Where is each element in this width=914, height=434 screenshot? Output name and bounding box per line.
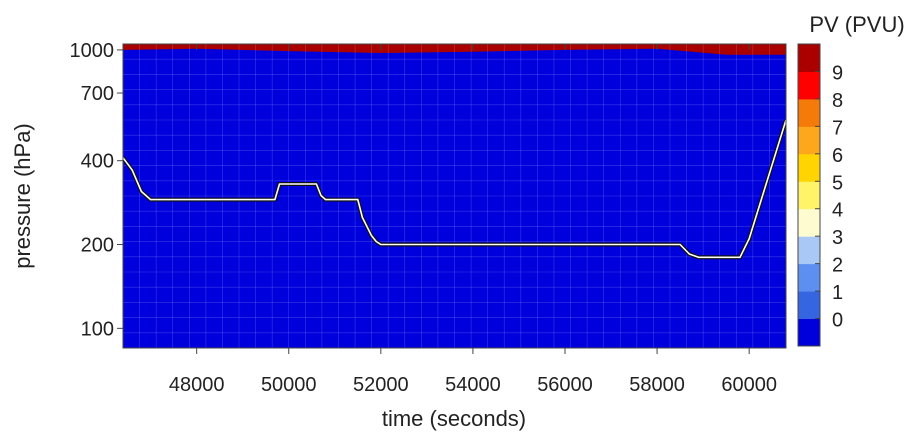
y-axis: 100 200 400 700 1000: [70, 40, 123, 340]
x-tick-label: 58000: [629, 374, 685, 396]
colorbar-swatch: [798, 291, 820, 320]
plot-frame: [122, 43, 787, 349]
colorbar-swatch: [798, 263, 820, 292]
colorbar-tick-label: 8: [832, 90, 843, 112]
colorbar-tick-label: 0: [832, 310, 843, 332]
y-tick-label: 700: [81, 83, 114, 105]
pv-contour-bands: [123, 44, 786, 348]
x-tick-label: 56000: [537, 374, 593, 396]
plot-grid: [123, 44, 786, 348]
y-tick-label: 1000: [70, 40, 115, 62]
colorbar-swatch: [798, 153, 820, 182]
x-axis-title: time (seconds): [382, 406, 526, 431]
colorbar-frame: [797, 43, 821, 347]
x-axis: 48000 50000 52000 54000 56000 58000 60000: [169, 44, 777, 396]
colorbar-title: PV (PVU): [809, 12, 904, 37]
x-tick-label: 54000: [445, 374, 501, 396]
colorbar-tick-label: 2: [832, 255, 843, 277]
colorbar-swatch: [798, 318, 820, 347]
x-tick-label: 48000: [169, 374, 225, 396]
colorbar-tick-label: 4: [832, 200, 843, 222]
colorbar-swatch: [798, 98, 820, 127]
colorbar-swatch: [798, 236, 820, 265]
colorbar-tick-label: 9: [832, 62, 843, 84]
y-tick-label: 400: [81, 151, 114, 173]
colorbar-tick-label: 3: [832, 227, 843, 249]
colorbar: 0 1 2 3 4 5 6 7 8 9: [797, 43, 843, 347]
colorbar-swatch: [798, 71, 820, 100]
colorbar-swatch: [798, 181, 820, 210]
colorbar-tick-label: 6: [832, 145, 843, 167]
colorbar-swatch: [798, 208, 820, 237]
y-axis-title: pressure (hPa): [10, 123, 35, 269]
pv-band-below-0: [123, 48, 786, 348]
x-tick-label: 52000: [353, 374, 409, 396]
y-tick-label: 200: [81, 235, 114, 257]
colorbar-tick-label: 7: [832, 117, 843, 139]
trajectory-line: [123, 119, 786, 259]
colorbar-tick-label: 5: [832, 172, 843, 194]
trajectory-series: [123, 119, 786, 260]
x-tick-label: 50000: [261, 374, 317, 396]
y-tick-label: 100: [81, 318, 114, 340]
colorbar-swatch: [798, 44, 820, 72]
colorbar-swatch: [798, 126, 820, 155]
colorbar-tick-label: 1: [832, 282, 843, 304]
x-tick-label: 60000: [721, 374, 777, 396]
